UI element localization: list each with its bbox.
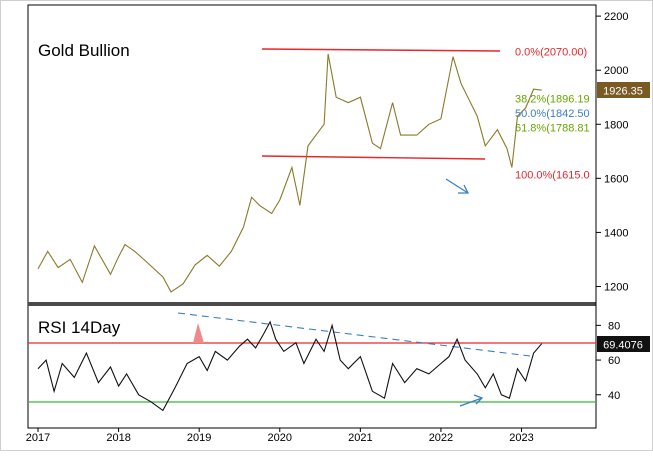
rsi-axis-ticks: 40 60 80 <box>596 320 620 402</box>
main-chart-title: Gold Bullion <box>38 41 130 60</box>
x-axis-ticks: 2017 2018 2019 2020 2021 2022 2023 <box>26 428 534 444</box>
main-y-tick-label: 1800 <box>604 119 628 131</box>
fib-level-label: 0.0%(2070.00) <box>515 46 587 58</box>
rsi-series <box>37 320 543 412</box>
x-tick-label: 2017 <box>26 432 50 444</box>
main-y-tick-label: 1200 <box>604 281 628 293</box>
x-tick-label: 2020 <box>268 432 292 444</box>
x-tick-label: 2019 <box>187 432 211 444</box>
fib-level-labels: 0.0%(2070.00) 38.2%(1896.19 50.0%(1842.50 6… <box>515 46 590 181</box>
last-price-label: 1926.35 <box>603 86 643 98</box>
rsi-overbought-highlight <box>193 323 204 343</box>
up-arrow-annotation <box>459 394 484 407</box>
main-y-tick-label: 2200 <box>604 11 628 23</box>
support-line <box>261 155 486 160</box>
main-y-tick-label: 1400 <box>604 227 628 239</box>
x-tick-label: 2018 <box>106 432 130 444</box>
x-tick-label: 2021 <box>348 432 372 444</box>
fib-level-label: 100.0%(1615.0 <box>515 169 590 181</box>
x-tick-label: 2022 <box>429 432 453 444</box>
last-price-tag: 1926.35 <box>597 82 650 98</box>
main-axis-ticks: 1200 1400 1600 1800 2000 2200 <box>596 11 628 293</box>
gold-price-series <box>37 53 542 293</box>
last-rsi-label: 69.4076 <box>603 340 643 352</box>
main-y-tick-label: 1600 <box>604 173 628 185</box>
fib-level-label: 61.8%(1788.81 <box>515 122 590 134</box>
fib-level-label: 38.2%(1896.19 <box>515 93 590 105</box>
rsi-chart-title: RSI 14Day <box>38 318 121 337</box>
rsi-y-tick-label: 80 <box>608 320 620 332</box>
resistance-line <box>261 48 501 52</box>
rsi-y-tick-label: 60 <box>608 355 620 367</box>
main-y-tick-label: 2000 <box>604 65 628 77</box>
rsi-y-tick-label: 40 <box>608 390 620 402</box>
fib-level-label: 50.0%(1842.50 <box>515 108 590 120</box>
down-arrow-annotation <box>445 178 470 194</box>
x-tick-label: 2023 <box>509 432 533 444</box>
last-rsi-tag: 69.4076 <box>597 336 650 352</box>
panel-separator <box>28 302 596 306</box>
